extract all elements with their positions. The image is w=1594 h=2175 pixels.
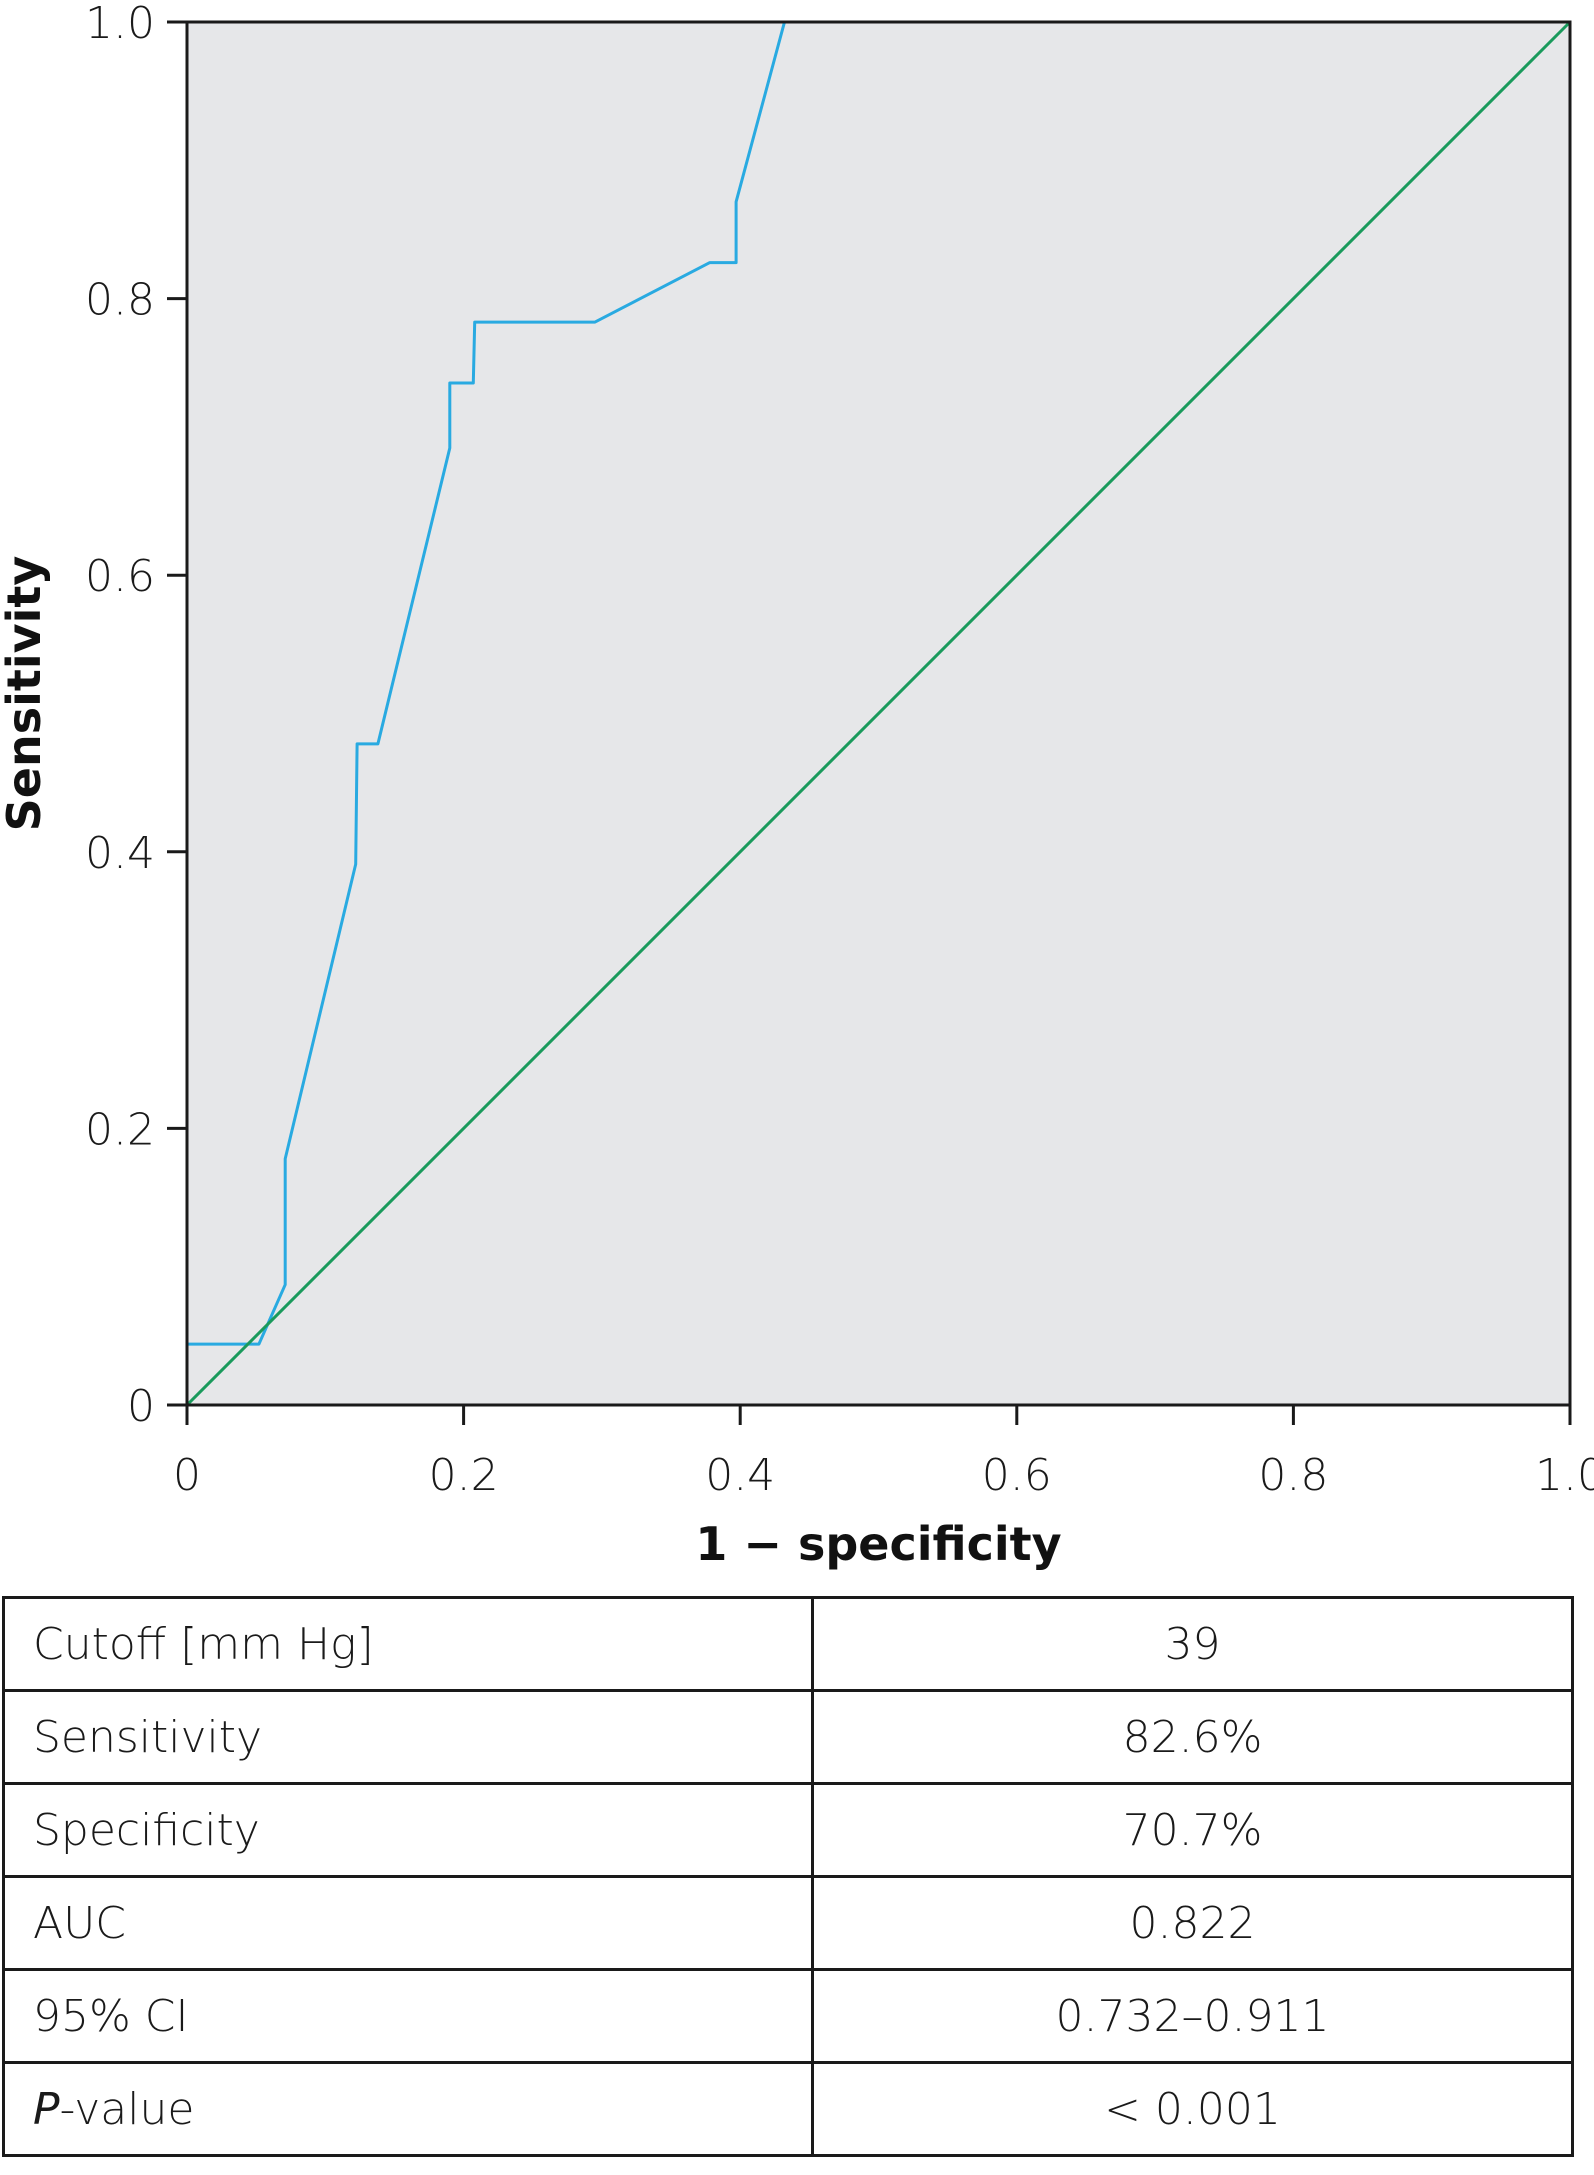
series-layer <box>185 20 1572 1407</box>
y-tick-label: 0.6 <box>85 551 155 602</box>
pvalue-italic-p: P <box>33 2083 60 2135</box>
stats-table: Cutoff [mm Hg] 39 Sensitivity 82.6% Spec… <box>2 1596 1574 2157</box>
table-row: Cutoff [mm Hg] 39 <box>2 1596 1574 1692</box>
tick-labels: 0 0.2 0.4 0.6 0.8 1.0 0 0.2 0.4 0.6 0.8 1.0 <box>85 0 1594 1501</box>
x-tick-label: 1.0 <box>1535 1450 1594 1501</box>
x-tick-label: 0 <box>173 1450 201 1501</box>
y-tick-label: 0.4 <box>85 828 155 879</box>
row-label-ci: 95% CI <box>2 1968 814 2064</box>
row-value-cutoff: 39 <box>811 1596 1574 1692</box>
table-row: P-value < 0.001 <box>2 2061 1574 2157</box>
row-value-pvalue: < 0.001 <box>811 2061 1574 2157</box>
y-tick-label: 0 <box>127 1381 155 1432</box>
x-tick-label: 0.8 <box>1258 1450 1328 1501</box>
table-row: AUC 0.822 <box>2 1875 1574 1971</box>
roc-curve-line <box>185 20 1570 1405</box>
plot-frame <box>185 20 1572 1407</box>
y-tick-label: 1.0 <box>85 0 155 49</box>
x-tick-label: 0.4 <box>705 1450 775 1501</box>
row-value-sensitivity: 82.6% <box>811 1689 1574 1785</box>
table-row: Sensitivity 82.6% <box>2 1689 1574 1785</box>
x-tick-label: 0.6 <box>982 1450 1052 1501</box>
row-value-specificity: 70.7% <box>811 1782 1574 1878</box>
roc-chart: 0 0.2 0.4 0.6 0.8 1.0 0 0.2 0.4 0.6 0.8 1.0 1 − spe… <box>0 0 1594 1571</box>
y-tick-label: 0.2 <box>85 1104 155 1155</box>
pvalue-label-rest: -value <box>59 2083 195 2135</box>
row-label-sensitivity: Sensitivity <box>2 1689 814 1785</box>
row-label-cutoff: Cutoff [mm Hg] <box>2 1596 814 1692</box>
row-value-auc: 0.822 <box>811 1875 1574 1971</box>
axis-ticks <box>167 20 1572 1425</box>
x-axis-title: 1 − specificity <box>695 1517 1061 1571</box>
table-row: 95% CI 0.732–0.911 <box>2 1968 1574 2064</box>
row-value-ci: 0.732–0.911 <box>811 1968 1574 2064</box>
x-tick-label: 0.2 <box>429 1450 499 1501</box>
table-row: Specificity 70.7% <box>2 1782 1574 1878</box>
y-tick-label: 0.8 <box>85 275 155 326</box>
row-label-pvalue: P-value <box>2 2061 814 2157</box>
reference-diagonal-line <box>185 20 1572 1407</box>
row-label-auc: AUC <box>2 1875 814 1971</box>
row-label-specificity: Specificity <box>2 1782 814 1878</box>
y-axis-title: Sensitivity <box>0 556 51 832</box>
